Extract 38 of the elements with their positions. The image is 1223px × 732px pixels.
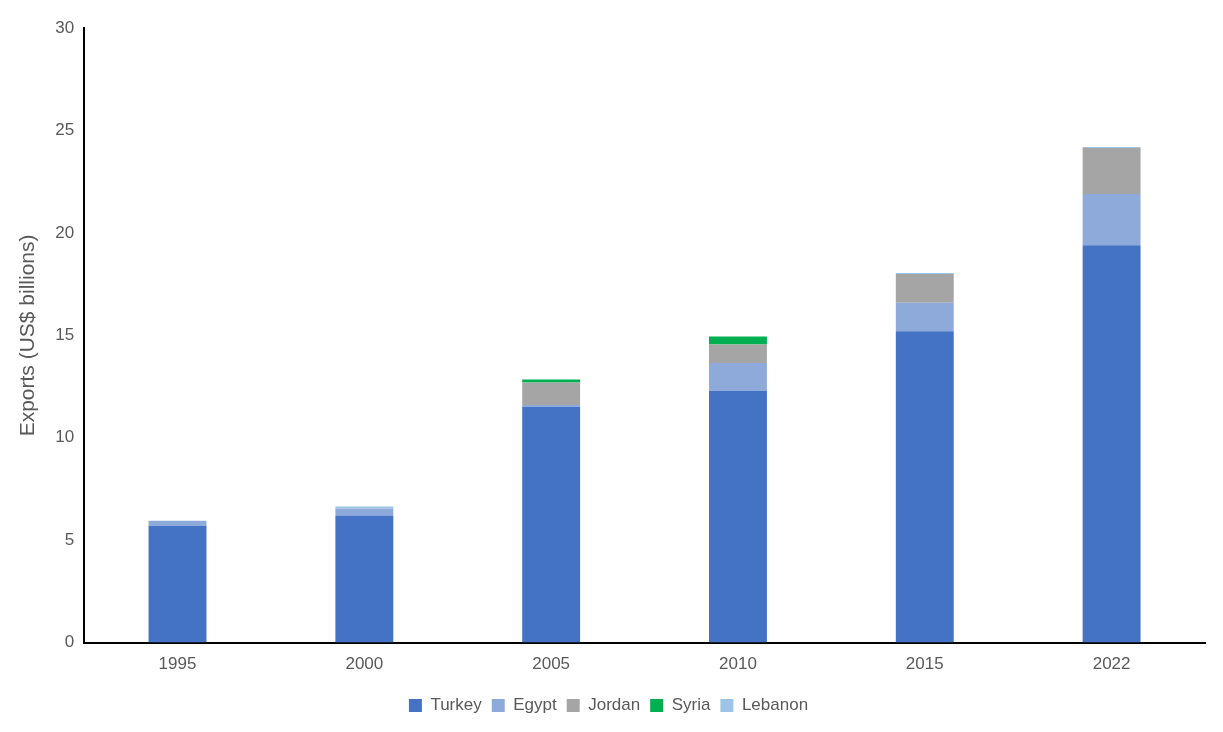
legend-label: Lebanon bbox=[741, 695, 809, 715]
bar bbox=[335, 508, 394, 516]
x-tick-label: 2022 bbox=[1092, 654, 1131, 674]
bar bbox=[709, 390, 767, 643]
x-tick-label: 2015 bbox=[905, 654, 944, 674]
bar bbox=[335, 506, 394, 509]
x-tick-label: 2010 bbox=[719, 654, 757, 674]
bar bbox=[1082, 194, 1141, 246]
legend-label: Syria bbox=[671, 695, 711, 715]
legend-label: Turkey bbox=[430, 695, 483, 715]
x-tick-label: 2005 bbox=[532, 654, 571, 674]
bar bbox=[895, 331, 954, 643]
bar bbox=[709, 363, 767, 391]
bar bbox=[148, 520, 207, 526]
bar bbox=[522, 405, 581, 408]
x-tick-label: 1995 bbox=[158, 654, 197, 674]
bar bbox=[522, 379, 581, 383]
y-tick-label: 5 bbox=[64, 529, 75, 549]
y-tick-label: 30 bbox=[55, 17, 75, 37]
y-tick-label: 15 bbox=[55, 325, 75, 345]
bar bbox=[522, 382, 581, 406]
bar bbox=[1082, 245, 1141, 643]
bar bbox=[895, 273, 954, 303]
y-tick-label: 20 bbox=[55, 222, 75, 242]
legend-label: Egypt bbox=[513, 695, 557, 715]
y-tick-label: 25 bbox=[55, 120, 75, 140]
bar bbox=[895, 302, 954, 332]
bar bbox=[522, 407, 581, 643]
x-tick-label: 2000 bbox=[345, 654, 384, 674]
bar bbox=[709, 336, 767, 345]
bar bbox=[148, 525, 207, 643]
y-tick-label: 10 bbox=[55, 427, 75, 447]
y-axis-title: Exports (US$ billions) bbox=[15, 234, 39, 437]
y-tick-label: 0 bbox=[64, 632, 75, 652]
bar bbox=[335, 515, 394, 643]
bar bbox=[1082, 148, 1141, 195]
legend-label: Jordan bbox=[588, 695, 641, 715]
bar bbox=[709, 344, 767, 364]
